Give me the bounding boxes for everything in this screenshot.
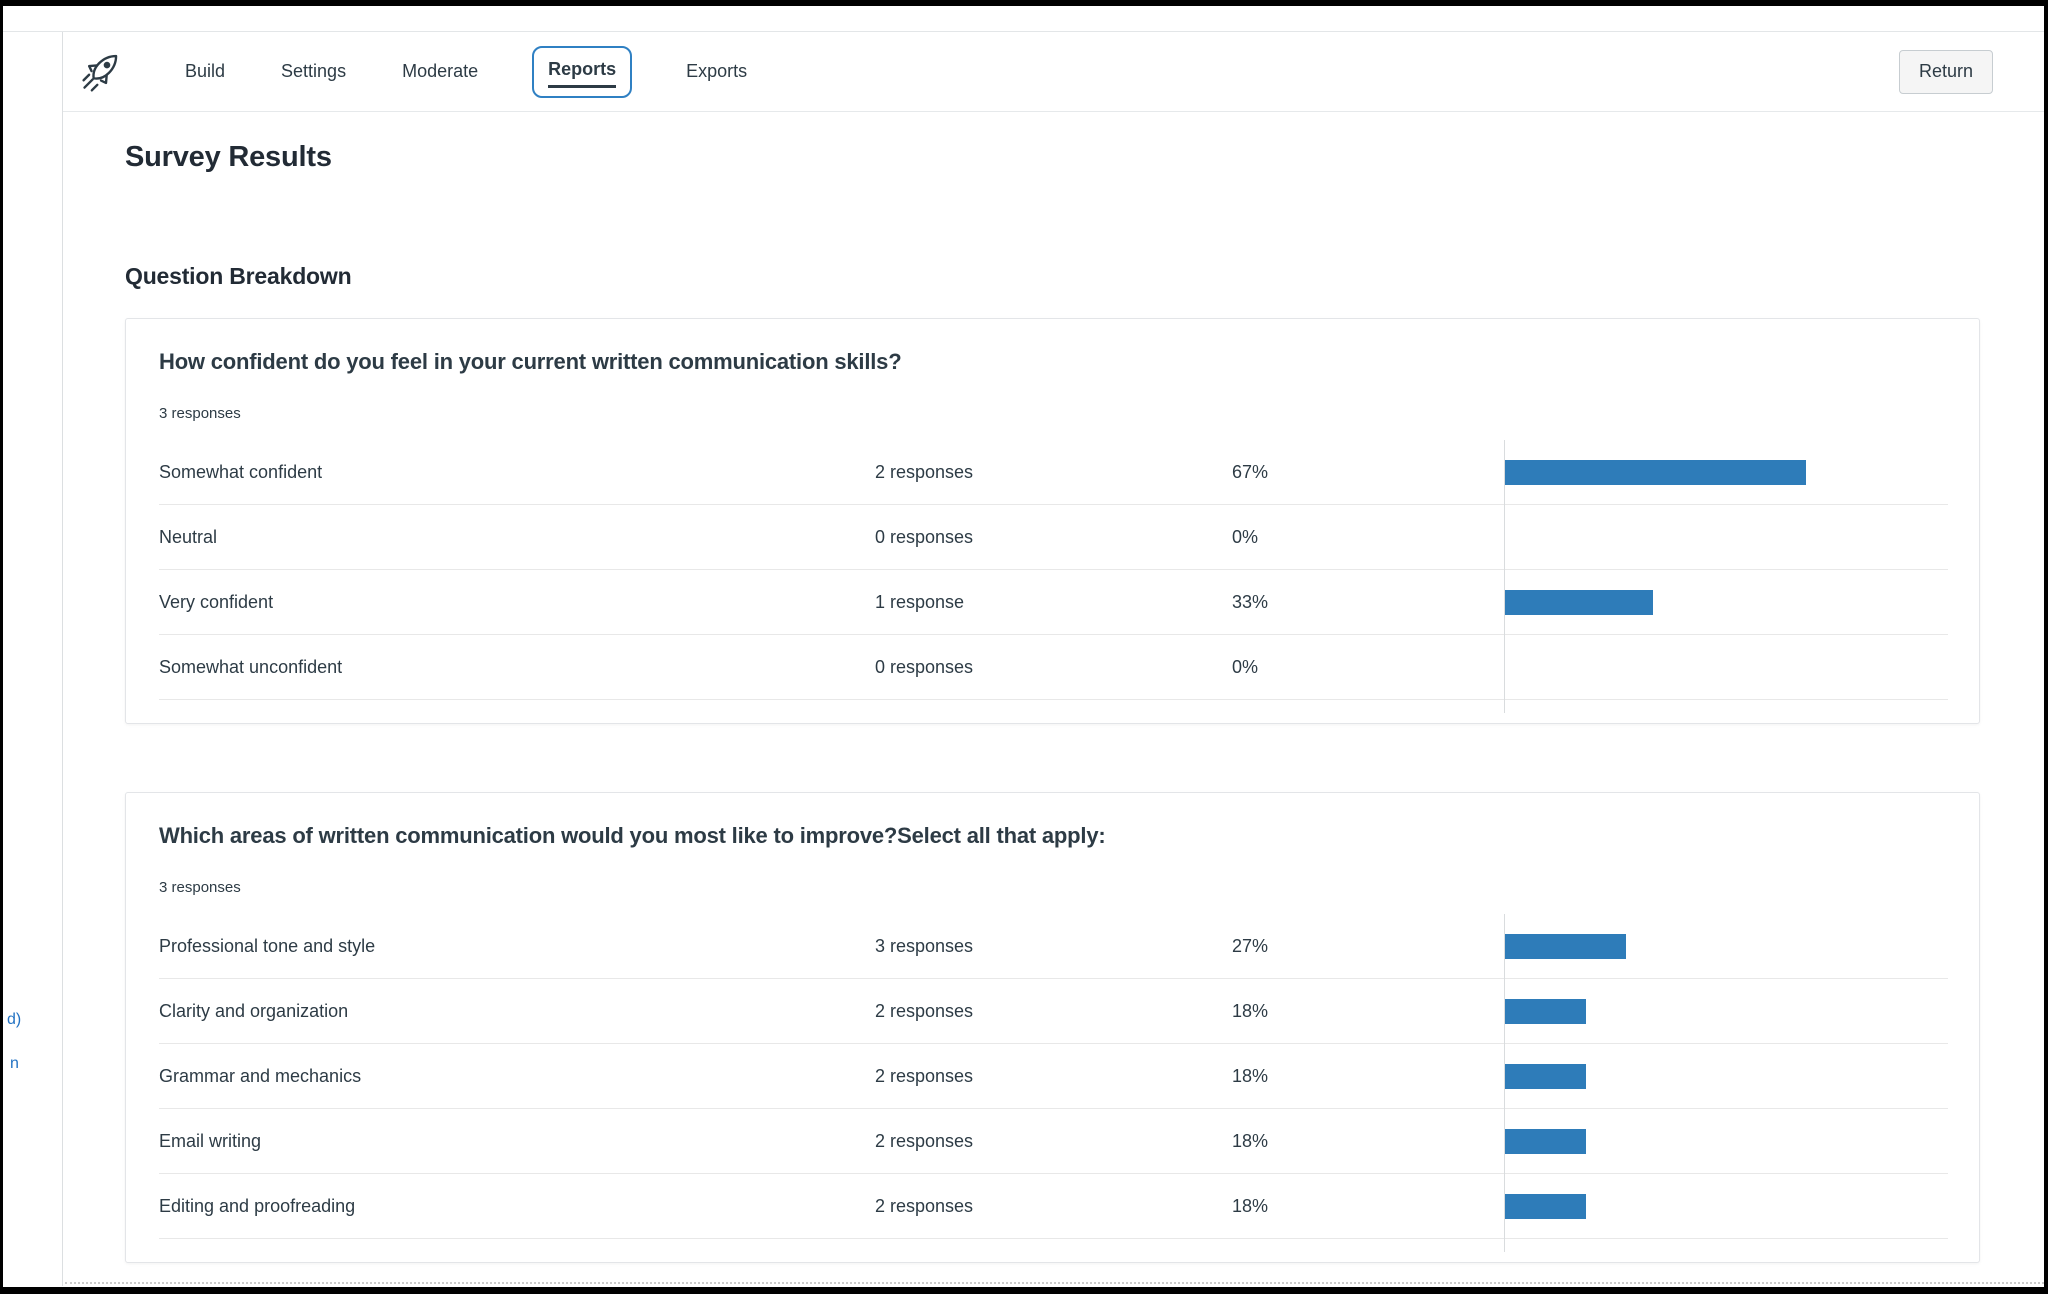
truncated-link-fragment[interactable]: d)	[7, 1011, 22, 1028]
answer-bar	[1505, 999, 1586, 1024]
answer-row: Editing and proofreading 2 responses 18%	[159, 1174, 1948, 1239]
answer-percent: 27%	[1232, 936, 1269, 956]
answer-response-count: 3 responses	[875, 936, 974, 956]
tab-label: Moderate	[402, 61, 479, 81]
answer-label: Email writing	[159, 1131, 262, 1151]
answer-percent: 67%	[1232, 462, 1269, 482]
tab-label: Reports	[548, 59, 617, 88]
main-panel: Build Settings Moderate Reports Exports Retu…	[63, 32, 2044, 1286]
answer-response-count: 1 response	[875, 592, 965, 612]
answer-bar-area	[1504, 635, 1948, 700]
answer-label: Grammar and mechanics	[159, 1066, 362, 1086]
question-response-count: 3 responses	[159, 879, 241, 896]
question-title: How confident do you feel in your curren…	[159, 349, 902, 374]
answer-response-count: 2 responses	[875, 1196, 974, 1216]
answer-percent: 18%	[1232, 1131, 1269, 1151]
answer-row: Professional tone and style 3 responses …	[159, 914, 1948, 979]
answer-bar-area	[1504, 979, 1948, 1044]
tab-label: Settings	[281, 61, 347, 81]
answer-bar-area	[1504, 914, 1948, 979]
answer-percent: 18%	[1232, 1001, 1269, 1021]
answer-percent: 18%	[1232, 1196, 1269, 1216]
answer-response-count: 2 responses	[875, 1001, 974, 1021]
chart-axis-line	[1504, 914, 1505, 1252]
return-button[interactable]: Return	[1898, 49, 1993, 94]
answer-response-count: 0 responses	[875, 657, 974, 677]
answer-percent: 18%	[1232, 1066, 1269, 1086]
answer-bar-area	[1504, 505, 1948, 570]
answer-bar	[1505, 590, 1653, 615]
answer-bar-area	[1504, 1109, 1948, 1174]
browser-chrome-strip	[3, 6, 2044, 32]
answer-label: Neutral	[159, 527, 218, 547]
top-nav: Build Settings Moderate Reports Exports Retu…	[63, 32, 2044, 112]
answer-bar	[1505, 460, 1806, 485]
answer-bar-area	[1504, 1174, 1948, 1239]
question-cards: How confident do you feel in your curren…	[125, 318, 1980, 1263]
answer-row: Very confident 1 response 33%	[159, 570, 1948, 635]
bottom-dotted-divider	[65, 1282, 2044, 1284]
answer-bar	[1505, 1129, 1586, 1154]
page-content: Survey Results Question Breakdown How co…	[63, 112, 2044, 1263]
answer-response-count: 0 responses	[875, 527, 974, 547]
underlying-page-left-strip: d) n	[3, 32, 63, 1286]
answer-row: Email writing 2 responses 18%	[159, 1109, 1948, 1174]
tab-settings[interactable]: Settings	[279, 49, 348, 94]
answer-bar-chart: Somewhat confident 2 responses 67% Neutr…	[159, 440, 1948, 713]
tab-build[interactable]: Build	[183, 49, 227, 94]
answer-label: Somewhat unconfident	[159, 657, 343, 677]
nav-tabs: Build Settings Moderate Reports Exports	[183, 45, 749, 98]
answer-percent: 0%	[1232, 657, 1259, 677]
answer-percent: 33%	[1232, 592, 1269, 612]
section-heading: Question Breakdown	[125, 263, 352, 289]
app-area: d) n	[3, 32, 2044, 1286]
answer-bar	[1505, 934, 1626, 959]
answer-bar-area	[1504, 570, 1948, 635]
answer-bar-area	[1504, 440, 1948, 505]
tab-exports[interactable]: Exports	[684, 49, 749, 94]
question-card: How confident do you feel in your curren…	[125, 318, 1980, 724]
tab-moderate[interactable]: Moderate	[400, 49, 480, 94]
answer-response-count: 2 responses	[875, 1066, 974, 1086]
answer-bar-area	[1504, 1044, 1948, 1109]
answer-bar	[1505, 1194, 1586, 1219]
page-title: Survey Results	[125, 141, 332, 173]
tab-label: Build	[185, 61, 226, 81]
answer-row: Somewhat unconfident 0 responses 0%	[159, 635, 1948, 700]
tab-label: Exports	[686, 61, 748, 81]
answer-row: Clarity and organization 2 responses 18%	[159, 979, 1948, 1044]
truncated-link-fragment[interactable]: n	[10, 1055, 19, 1072]
answer-row: Neutral 0 responses 0%	[159, 505, 1948, 570]
answer-row: Somewhat confident 2 responses 67%	[159, 440, 1948, 505]
answer-row: Grammar and mechanics 2 responses 18%	[159, 1044, 1948, 1109]
question-title: Which areas of written communication wou…	[159, 823, 1106, 848]
answer-bar	[1505, 1064, 1586, 1089]
answer-label: Somewhat confident	[159, 462, 323, 482]
tab-reports[interactable]: Reports	[532, 45, 633, 98]
rocket-icon	[82, 54, 118, 92]
question-card: Which areas of written communication wou…	[125, 792, 1980, 1263]
question-response-count: 3 responses	[159, 405, 241, 422]
chart-axis-line	[1504, 440, 1505, 713]
answer-response-count: 2 responses	[875, 1131, 974, 1151]
answer-percent: 0%	[1232, 527, 1259, 547]
answer-label: Professional tone and style	[159, 936, 376, 956]
answer-response-count: 2 responses	[875, 462, 974, 482]
answer-bar-chart: Professional tone and style 3 responses …	[159, 914, 1948, 1252]
answer-label: Very confident	[159, 592, 274, 612]
answer-label: Editing and proofreading	[159, 1196, 356, 1216]
answer-label: Clarity and organization	[159, 1001, 349, 1021]
